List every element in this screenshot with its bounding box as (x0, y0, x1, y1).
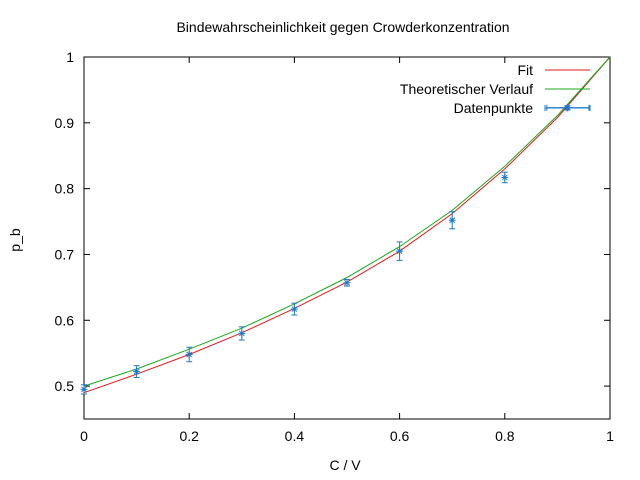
y-tick-label: 1 (66, 49, 74, 65)
marker (396, 248, 403, 255)
data-point (185, 346, 193, 363)
data-point (133, 365, 141, 379)
y-tick-label: 0.6 (55, 312, 75, 328)
marker (133, 368, 140, 375)
marker (238, 330, 245, 337)
x-tick-label: 0.2 (179, 428, 199, 444)
data-point (80, 384, 88, 395)
marker (291, 306, 298, 312)
legend-label: Fit (517, 62, 533, 78)
legend-marker (564, 105, 570, 111)
x-tick-label: 1 (606, 428, 614, 444)
data-point (448, 211, 456, 230)
data-point (343, 278, 351, 287)
x-tick-label: 0.8 (495, 428, 515, 444)
legend-label: Theoretischer Verlauf (400, 81, 533, 97)
x-tick-label: 0.6 (390, 428, 410, 444)
y-axis-label: p_b (7, 228, 23, 252)
data-point (238, 326, 246, 341)
legend: Fit Theoretischer Verlauf Datenpunkte (400, 62, 591, 116)
data-points (80, 104, 590, 395)
x-tick-label: 0.4 (285, 428, 305, 444)
x-axis-label: C / V (329, 457, 361, 473)
y-tick-label: 0.8 (55, 181, 75, 197)
y-tick-label: 0.7 (55, 246, 75, 262)
marker (344, 279, 350, 286)
x-tick-label: 0 (80, 428, 88, 444)
marker (449, 217, 456, 224)
series-line-1 (83, 56, 611, 387)
data-point (501, 171, 509, 184)
legend-label: Datenpunkte (454, 100, 534, 116)
y-tick-label: 0.5 (55, 378, 75, 394)
data-point (396, 241, 404, 261)
marker (81, 386, 87, 393)
marker (186, 351, 193, 358)
chart-title: Bindewahrscheinlichkeit gegen Crowderkon… (176, 19, 509, 35)
marker (501, 174, 508, 181)
y-tick-label: 0.9 (55, 115, 75, 131)
data-point (290, 302, 298, 316)
plot-frame (83, 56, 611, 420)
axis-ticks: 0 0.2 0.4 0.6 0.8 1 0.5 0.6 0.7 0.8 0.9 1 (55, 49, 615, 444)
